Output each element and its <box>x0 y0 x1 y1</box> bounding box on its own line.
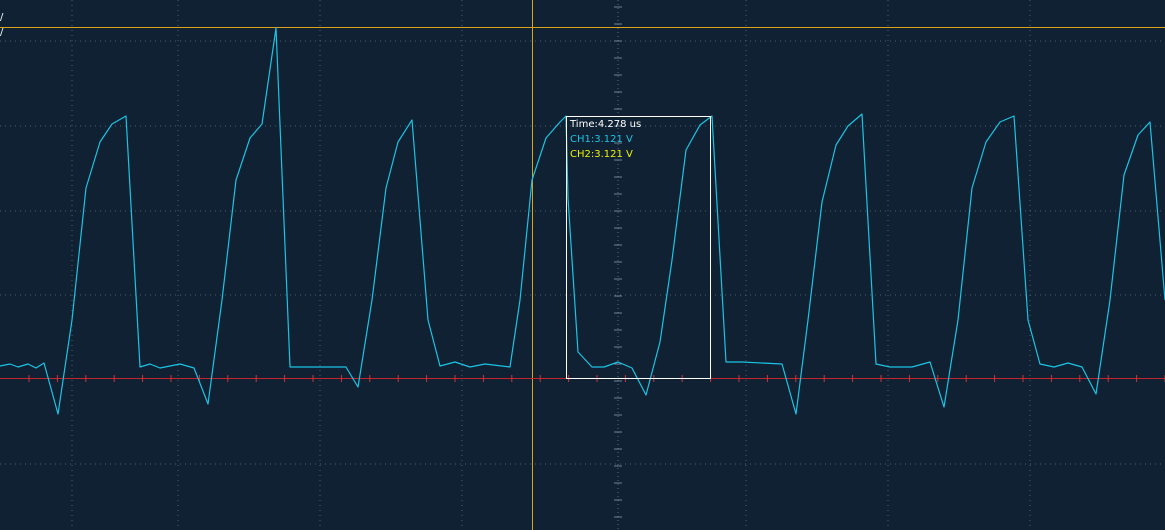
ch1-waveform <box>0 27 1165 415</box>
cursor-level-label-second: / <box>0 27 4 38</box>
readout-ch2: CH2:3.121 V <box>570 149 633 160</box>
cursor-level-label-top: / <box>0 12 4 23</box>
readout-ch1: CH1:3.121 V <box>570 134 633 145</box>
cursor-readout-box[interactable]: Time:4.278 us CH1:3.121 V CH2:3.121 V <box>566 116 711 379</box>
readout-time: Time:4.278 us <box>570 119 642 130</box>
